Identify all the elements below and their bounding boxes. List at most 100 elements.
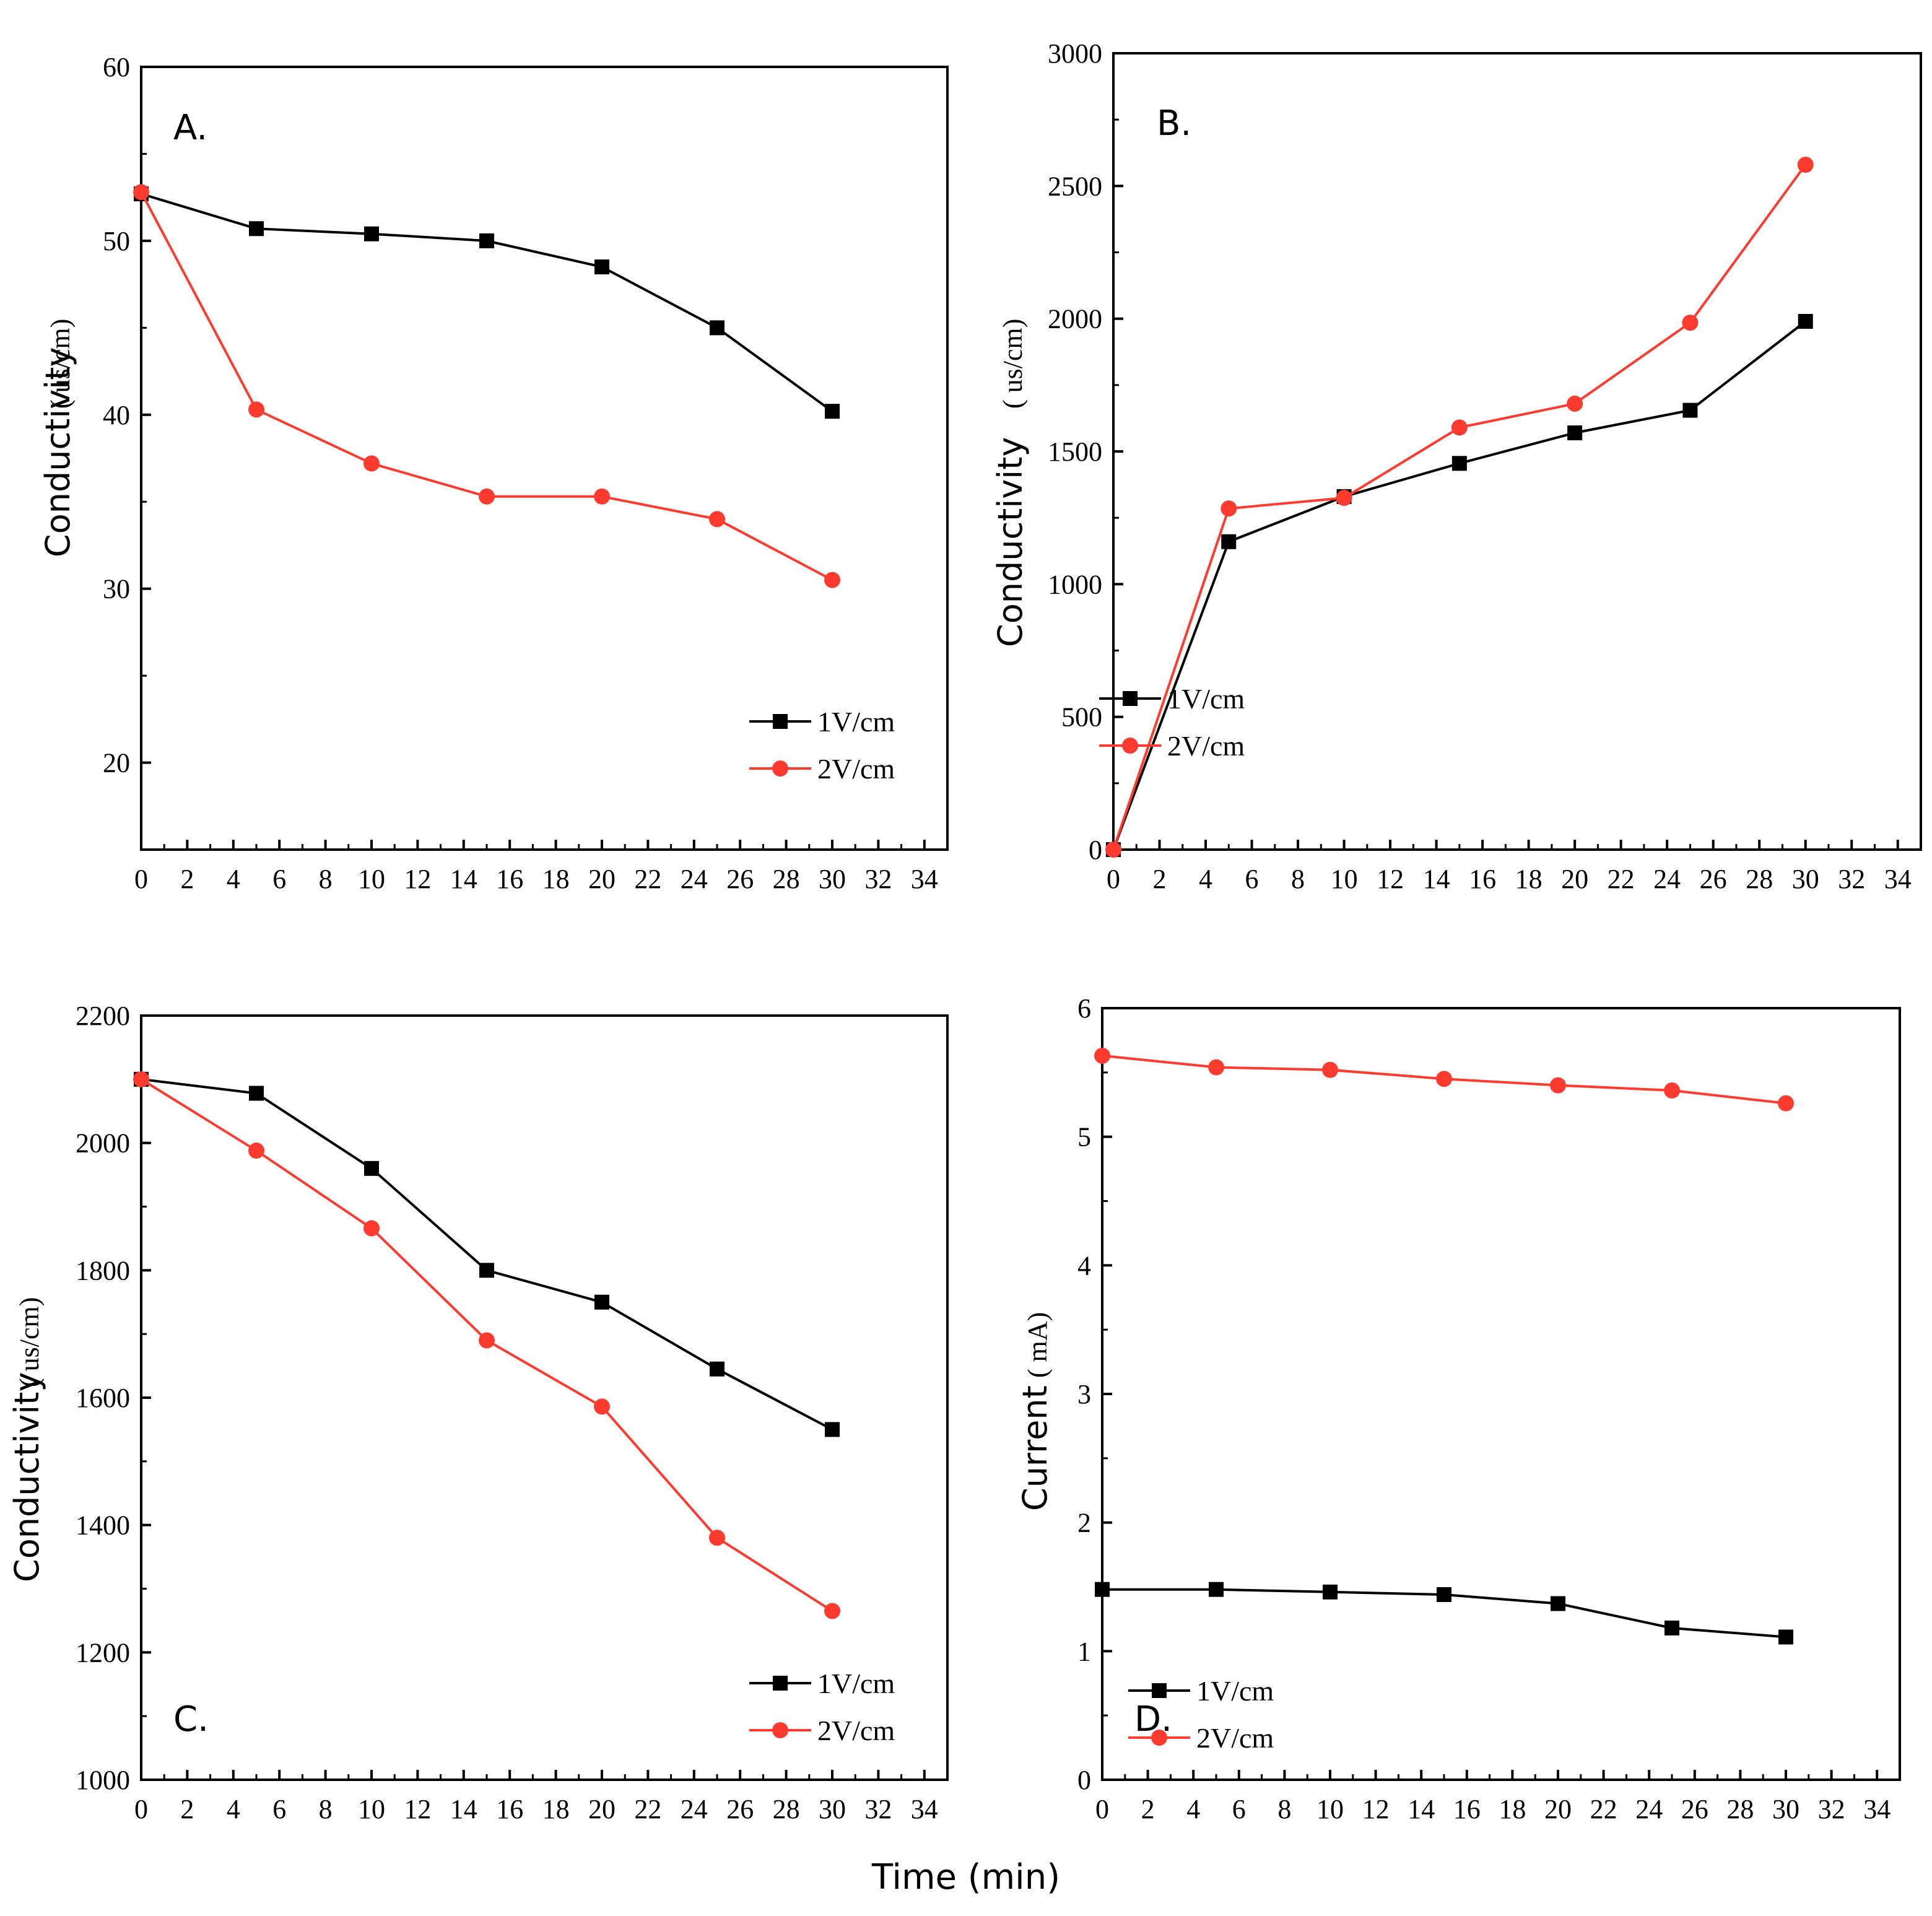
data-point-2v: [133, 1071, 149, 1087]
y-axis-unit: ( us/cm): [45, 319, 76, 409]
data-point-1v: [364, 1160, 379, 1176]
x-tick-label: 26: [726, 1794, 754, 1824]
x-tick-label: 14: [450, 1794, 477, 1824]
x-tick-label: 0: [134, 864, 148, 894]
y-tick-label: 3: [1077, 1379, 1091, 1409]
x-tick-label: 32: [1818, 1794, 1845, 1824]
x-tick-label: 32: [864, 1794, 892, 1824]
x-tick-label: 22: [634, 864, 661, 894]
x-tick-label: 2: [1141, 1794, 1155, 1824]
data-point-1v: [1095, 1582, 1110, 1597]
y-axis-label: Conductivity: [7, 1372, 46, 1582]
data-point-1v: [1323, 1584, 1338, 1600]
x-tick-label: 8: [1291, 864, 1305, 894]
data-point-1v: [249, 221, 264, 237]
data-point-1v: [479, 233, 494, 248]
data-point-2v: [824, 572, 840, 588]
data-point-2v: [363, 455, 380, 472]
y-tick-label: 2000: [1048, 304, 1102, 334]
data-point-2v: [1105, 842, 1121, 858]
data-point-2v: [1567, 395, 1583, 412]
legend-label: 2V/cm: [817, 753, 895, 785]
data-point-1v: [1682, 403, 1698, 418]
y-tick-label: 1400: [76, 1510, 130, 1541]
x-tick-label: 2: [1153, 864, 1167, 894]
x-tick-label: 24: [1653, 864, 1681, 894]
y-tick-label: 2500: [1048, 171, 1102, 201]
y-tick-label: 1200: [76, 1637, 130, 1668]
series-line-1v: [141, 1078, 833, 1431]
x-tick-label: 12: [1362, 1794, 1390, 1824]
x-tick-label: 28: [773, 1794, 800, 1824]
plot-frame: [140, 66, 949, 851]
data-point-1v: [1567, 425, 1583, 440]
x-tick-label: 2: [180, 864, 194, 894]
data-point-1v: [1798, 313, 1813, 329]
data-point-1v: [825, 1422, 840, 1437]
x-tick-label: 18: [542, 1794, 570, 1824]
data-point-2v: [1778, 1095, 1794, 1112]
legend-marker-circle: [1151, 1730, 1167, 1746]
data-point-2v: [709, 1530, 725, 1546]
legend-label: 2V/cm: [817, 1715, 895, 1746]
y-axis-unit: ( us/cm): [14, 1297, 45, 1387]
y-tick-label: 50: [103, 226, 130, 256]
x-tick-label: 10: [1331, 864, 1358, 894]
data-point-2v: [1797, 157, 1814, 173]
x-tick-label: 28: [773, 864, 800, 894]
x-tick-label: 26: [1681, 1794, 1708, 1824]
data-point-1v: [1551, 1596, 1565, 1611]
x-tick-label: 6: [1232, 1794, 1246, 1824]
x-tick-label: 16: [496, 864, 523, 894]
legend-marker-square: [773, 714, 788, 729]
y-tick-label: 1800: [76, 1255, 130, 1286]
legend-label: 2V/cm: [1167, 730, 1245, 762]
y-tick-label: 1: [1077, 1636, 1091, 1666]
data-point-2v: [1436, 1071, 1452, 1087]
x-tick-label: 0: [134, 1794, 148, 1824]
legend: 1V/cm 2V/cm: [1128, 1675, 1274, 1754]
data-point-2v: [1664, 1082, 1680, 1099]
x-tick-label: 22: [1608, 864, 1635, 894]
legend: 1V/cm 2V/cm: [749, 1668, 895, 1746]
x-tick-label: 20: [1544, 1794, 1572, 1824]
x-tick-label: 12: [404, 1794, 431, 1824]
legend-label: 1V/cm: [1167, 683, 1245, 715]
panel-label: B.: [1157, 103, 1191, 144]
data-point-2v: [594, 488, 610, 505]
y-tick-label: 1000: [76, 1765, 130, 1795]
x-tick-label: 28: [1726, 1794, 1754, 1824]
data-point-2v: [709, 511, 725, 528]
data-point-1v: [710, 320, 724, 336]
data-point-2v: [1451, 419, 1468, 436]
x-tick-label: 10: [358, 1794, 385, 1824]
panel-label: C.: [173, 1699, 209, 1740]
x-tick-label: 4: [227, 1794, 240, 1824]
x-tick-label: 18: [542, 864, 570, 894]
panel-label: A.: [173, 108, 207, 148]
x-tick-label: 4: [1199, 864, 1212, 894]
legend-marker-circle: [1122, 738, 1138, 754]
data-point-1v: [1209, 1582, 1224, 1597]
x-tick-label: 28: [1746, 864, 1773, 894]
data-point-1v: [479, 1263, 494, 1278]
x-tick-label: 30: [1772, 1794, 1799, 1824]
y-tick-label: 1000: [1048, 569, 1102, 599]
x-tick-label: 30: [819, 864, 846, 894]
x-tick-label: 34: [911, 1794, 938, 1824]
y-axis-unit: ( us/cm): [998, 319, 1028, 409]
x-tick-label: 30: [1792, 864, 1819, 894]
panel-b: 0 2 4 6 8 10 12 14 16 18 20 22 24 26 28 30 32 34050010001…: [991, 38, 1922, 894]
data-point-1v: [825, 404, 840, 419]
y-tick-label: 60: [103, 52, 130, 82]
x-tick-label: 2: [180, 1794, 194, 1824]
plot-frame: [140, 1014, 949, 1781]
x-tick-label: 10: [1316, 1794, 1344, 1824]
y-tick-label: 20: [103, 748, 130, 778]
y-tick-label: 30: [103, 574, 130, 604]
y-tick-label: 1500: [1048, 437, 1102, 467]
series-line-1v: [1112, 320, 1806, 850]
data-point-2v: [248, 401, 264, 418]
x-tick-label: 6: [272, 864, 286, 894]
x-tick-label: 24: [681, 1794, 708, 1824]
